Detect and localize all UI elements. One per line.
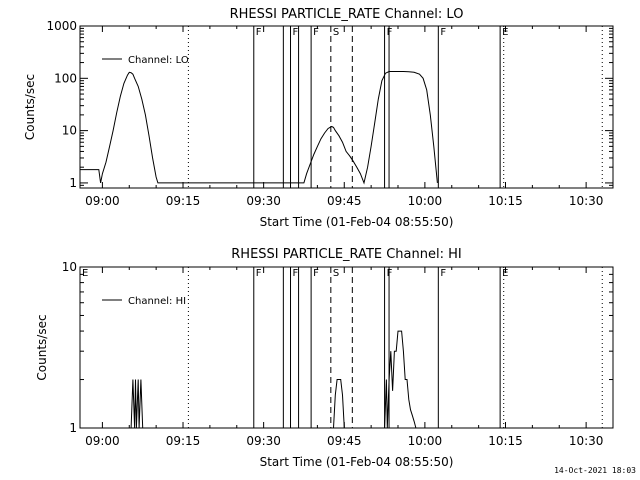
panel2-y-tick-label: 10 xyxy=(62,260,77,274)
timestamp-footer: 14-Oct-2021 18:03 xyxy=(554,466,636,475)
panel1-x-tick-label: 09:30 xyxy=(246,194,281,208)
panel1-x-tick-label: 10:15 xyxy=(488,194,523,208)
panel2-x-axis-label: Start Time (01-Feb-04 08:55:50) xyxy=(260,455,454,469)
panel1-y-axis-label: Counts/sec xyxy=(23,74,37,140)
panel1-y-tick-label: 100 xyxy=(54,71,77,85)
panel1-plot-frame xyxy=(79,25,614,189)
panel2-chart-title: RHESSI PARTICLE_RATE Channel: HI xyxy=(231,247,461,262)
panel2-legend-entry: Channel: HI xyxy=(128,296,186,307)
panel2-x-tick-label: 09:00 xyxy=(85,434,120,448)
panel1-y-tick-label: 1 xyxy=(69,176,77,190)
panel2-event-marker-label: F xyxy=(256,268,262,279)
panel1-event-marker-label: E xyxy=(502,27,508,38)
panel2-x-tick-label: 09:15 xyxy=(166,434,201,448)
panel2-y-tick-label: 1 xyxy=(69,421,77,435)
panel2-event-marker-label: E xyxy=(502,268,508,279)
panel1-x-tick-label: 09:00 xyxy=(85,194,120,208)
panel1-x-tick-label: 09:15 xyxy=(166,194,201,208)
panel1-series-line xyxy=(80,71,438,185)
panel1-chart-title: RHESSI PARTICLE_RATE Channel: LO xyxy=(230,7,464,22)
panel1-x-tick-label: 09:45 xyxy=(327,194,362,208)
panel1-x-tick-label: 10:00 xyxy=(408,194,443,208)
panel2-plot-frame xyxy=(79,266,614,429)
panel2-x-tick-label: 10:00 xyxy=(408,434,443,448)
panel1-x-axis-label: Start Time (01-Feb-04 08:55:50) xyxy=(260,215,454,229)
panel2-y-axis-label: Counts/sec xyxy=(35,314,49,380)
panel1-y-tick-label: 1000 xyxy=(46,19,77,33)
panel2-event-marker-label: E xyxy=(82,268,88,279)
panel2-event-marker-label: F xyxy=(387,268,393,279)
panel2-x-tick-label: 09:45 xyxy=(327,434,362,448)
panel2-event-marker-label: F xyxy=(313,268,319,279)
panel2-x-tick-label: 10:30 xyxy=(569,434,604,448)
panel1-event-marker-label: F xyxy=(440,27,446,38)
panel2-x-tick-label: 10:15 xyxy=(488,434,523,448)
panel1-y-tick-label: 10 xyxy=(62,124,77,138)
panel2-event-marker-label: S xyxy=(333,268,339,279)
panel1-event-marker-label: F xyxy=(387,27,393,38)
panel2-series-line xyxy=(130,330,417,429)
panel2-event-marker-label: F xyxy=(440,268,446,279)
panel1-event-marker-label: F xyxy=(293,27,299,38)
panel1-x-tick-label: 10:30 xyxy=(569,194,604,208)
panel1-event-marker-label: F xyxy=(313,27,319,38)
panel2-x-tick-label: 09:30 xyxy=(246,434,281,448)
panel1-legend-entry: Channel: LO xyxy=(128,55,189,66)
panel1-event-marker-label: S xyxy=(333,27,339,38)
panel2-event-marker-label: F xyxy=(293,268,299,279)
panel1-event-marker-label: F xyxy=(256,27,262,38)
